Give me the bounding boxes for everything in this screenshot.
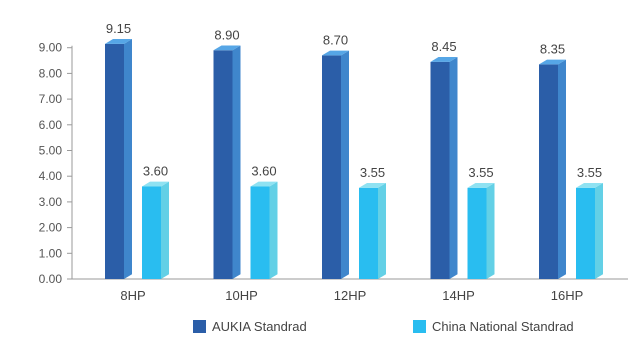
bar-front	[142, 186, 161, 279]
data-label: 9.15	[106, 21, 131, 36]
bar-side	[449, 57, 458, 279]
axes: 0.00 1.00 2.00 3.00 4.00 5.00 6.00 7.00 8.00 9.00	[39, 41, 628, 286]
bar-front	[250, 186, 270, 279]
y-tick-label: 2.00	[39, 221, 63, 235]
bar-top	[213, 45, 241, 51]
labels: 9.15 3.60 8HP 8.90 3.60 10HP 8.70 3.55 12HP 8.45 3…	[106, 21, 602, 303]
bar-china-8HP	[142, 181, 169, 279]
x-tick-label: 8HP	[120, 288, 145, 303]
bar-top	[359, 182, 386, 188]
x-tick-label: 10HP	[225, 288, 258, 303]
bar-top	[539, 59, 566, 65]
bar-side	[124, 39, 132, 279]
bar-top	[250, 181, 278, 187]
legend-label: China National Standrad	[432, 319, 574, 334]
bar-aukia-16HP	[539, 59, 566, 280]
legend-label: AUKIA Standrad	[212, 319, 307, 334]
bar-china-12HP	[359, 182, 386, 279]
legend-swatch	[413, 320, 426, 333]
data-label: 8.90	[214, 27, 239, 42]
bar-side	[161, 181, 169, 279]
bar-side	[558, 59, 566, 280]
legend-item-aukia: AUKIA Standrad	[193, 319, 307, 334]
bars	[105, 39, 603, 280]
bar-top	[576, 182, 603, 188]
bar-side	[269, 181, 278, 279]
bar-front	[576, 187, 595, 279]
legend-item-china: China National Standrad	[413, 319, 574, 334]
bar-side	[232, 45, 241, 279]
bar-front	[322, 55, 341, 279]
x-tick-label: 16HP	[551, 288, 584, 303]
bar-top	[467, 182, 495, 188]
bar-front	[467, 187, 487, 279]
bar-side	[595, 182, 603, 279]
bar-top	[430, 57, 458, 62]
y-tick-label: 8.00	[39, 66, 63, 80]
bar-side	[341, 50, 349, 279]
bar-china-14HP	[467, 182, 495, 279]
bar-top	[105, 39, 132, 44]
legend: AUKIA Standrad China National Standrad	[193, 319, 574, 334]
x-tick-label: 14HP	[442, 288, 475, 303]
y-tick-label: 6.00	[39, 118, 63, 132]
bar-china-16HP	[576, 182, 603, 279]
bar-top	[322, 50, 349, 56]
data-label: 3.60	[251, 164, 276, 179]
bar-side	[486, 182, 495, 279]
y-tick-label: 7.00	[39, 92, 63, 106]
data-label: 8.45	[431, 39, 456, 54]
bar-china-10HP	[250, 181, 278, 279]
data-label: 3.55	[577, 165, 602, 180]
x-tick-label: 12HP	[334, 288, 367, 303]
y-tick-label: 0.00	[39, 272, 63, 286]
bar-top	[142, 181, 169, 187]
bar-front	[105, 43, 124, 279]
bar-side	[378, 182, 386, 279]
data-label: 3.55	[468, 165, 493, 180]
data-label: 8.70	[323, 33, 348, 48]
data-label: 8.35	[540, 42, 565, 57]
bar-front	[213, 50, 233, 279]
bar-front	[539, 64, 558, 279]
bar-front	[359, 187, 378, 279]
y-tick-label: 5.00	[39, 144, 63, 158]
bar-aukia-12HP	[322, 50, 349, 279]
y-tick-label: 1.00	[39, 246, 63, 260]
bar-aukia-8HP	[105, 39, 132, 279]
y-tick-label: 3.00	[39, 195, 63, 209]
bar-aukia-14HP	[430, 57, 458, 280]
y-tick-label: 9.00	[39, 41, 63, 55]
y-tick-label: 4.00	[39, 169, 63, 183]
bar-front	[430, 61, 450, 280]
data-label: 3.55	[360, 165, 385, 180]
data-label: 3.60	[143, 164, 168, 179]
bar-aukia-10HP	[213, 45, 241, 279]
legend-swatch	[193, 320, 206, 333]
